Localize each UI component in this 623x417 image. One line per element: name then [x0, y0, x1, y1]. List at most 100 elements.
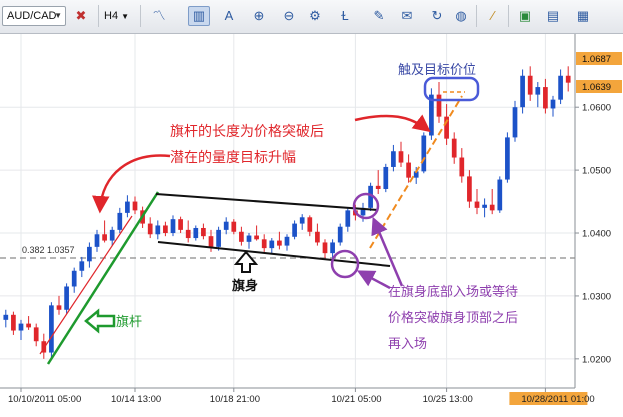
price-chart[interactable]: 1.0600 1.0500 1.0400 1.0300 1.0200 10/10/201…	[0, 34, 623, 412]
time-tick-label: 10/28/2011 01:00	[521, 394, 594, 405]
top-price-label: 1.0687	[582, 54, 611, 65]
candle-body	[147, 223, 153, 235]
candle-body	[117, 212, 123, 230]
chart-area[interactable]: 1.0600 1.0500 1.0400 1.0300 1.0200 10/10/201…	[0, 34, 623, 412]
image-icon[interactable]: ▣	[518, 8, 532, 23]
pole-length-label-line2: 潜在的量度目标升幅	[170, 149, 296, 165]
candle-body	[383, 166, 389, 189]
print-icon[interactable]: ▤	[546, 8, 560, 23]
toolbar-divider	[476, 5, 477, 27]
candle-body	[299, 217, 305, 224]
candle-body	[375, 185, 381, 189]
candle-body	[208, 236, 214, 247]
top-price-box	[576, 52, 622, 65]
candle-body	[368, 185, 373, 208]
candle-body	[125, 201, 130, 213]
indicators-icon[interactable]: 〽	[152, 8, 166, 23]
candle-body	[87, 246, 92, 262]
ruler-icon[interactable]: ∕	[491, 8, 495, 23]
time-tick-label: 10/10/2011 05:00	[8, 394, 81, 405]
candle-body	[406, 162, 411, 178]
candle-body	[413, 171, 419, 178]
candle-body	[543, 87, 548, 109]
candle-body	[64, 286, 69, 310]
flag-pole-arrow-icon	[84, 308, 116, 334]
candle-body	[330, 242, 335, 254]
candle-body	[26, 323, 31, 328]
candle-body	[360, 207, 366, 216]
candle-body	[49, 305, 54, 353]
candle-body	[94, 234, 100, 247]
chart-toolbar: AUD/CAD ▼ ✖ H4 ▼ 〽 ▥ A ⊕ ⊖ ⚙ Ɫ ✎ ✉ ↻ ◍ ∕ …	[0, 0, 623, 34]
candle-body	[277, 240, 282, 246]
timeframe-value: H4	[104, 10, 119, 22]
candle-body	[512, 107, 518, 138]
candle-body	[337, 226, 343, 243]
annotate-icon[interactable]: A	[224, 8, 234, 23]
crosshair-icon[interactable]: ✖	[75, 8, 87, 23]
target-annotation-arrow	[354, 114, 431, 133]
entry-label-line2: 价格突破旗身顶部之后	[388, 310, 518, 325]
candle-body	[444, 116, 449, 139]
flag-body-arrow-icon	[233, 250, 259, 273]
candle-body	[269, 240, 275, 249]
symbol-value: AUD/CAD	[7, 10, 57, 22]
current-price-box	[576, 80, 622, 93]
candle-body	[170, 219, 176, 234]
candle-body	[535, 87, 541, 95]
candle-body	[550, 99, 556, 109]
price-axis: 1.0600 1.0500 1.0400 1.0300 1.0200	[575, 103, 611, 365]
candle-body	[239, 231, 244, 242]
candle-body	[109, 229, 115, 241]
flag-body-label: 旗身	[232, 278, 258, 293]
chevron-down-icon: ▼	[121, 12, 130, 21]
target-reached-label: 触及目标价位	[398, 62, 476, 77]
candles-icon[interactable]: ▥	[188, 6, 210, 26]
more-icon[interactable]: ▦	[576, 8, 590, 23]
candle-body	[102, 234, 107, 241]
candle-body	[79, 261, 85, 271]
candle-body	[71, 270, 77, 287]
candle-body	[315, 231, 320, 243]
candle-body	[3, 314, 9, 320]
flag-pole-guide	[39, 215, 133, 355]
note-icon[interactable]: ✉	[401, 8, 413, 23]
toolbar-divider	[140, 5, 141, 27]
refresh-icon[interactable]: ↻	[431, 8, 443, 23]
candle-body	[254, 235, 259, 240]
candle-body	[558, 75, 563, 100]
candle-body	[261, 239, 267, 249]
globe-icon[interactable]: ◍	[455, 8, 467, 23]
zoom-in-icon[interactable]: ⊕	[253, 8, 265, 23]
price-tick-label: 1.0600	[582, 103, 611, 114]
zoom-out-icon[interactable]: ⊖	[283, 8, 295, 23]
candle-body	[41, 341, 47, 353]
candle-body	[193, 227, 199, 239]
comment-icon[interactable]: ✎	[373, 8, 385, 23]
price-tick-label: 1.0200	[582, 354, 611, 365]
candle-body	[429, 94, 434, 136]
toolbar-divider	[98, 5, 99, 27]
time-axis: 10/10/2011 05:00 10/14 13:00 10/18 21:00 10…	[8, 388, 595, 405]
candle-body	[11, 314, 16, 331]
candle-body	[216, 229, 221, 247]
time-tick-label: 10/18 21:00	[210, 394, 260, 405]
entry-label-line1: 在旗身底部入场或等待	[388, 284, 518, 299]
symbol-select[interactable]: AUD/CAD ▼	[2, 6, 66, 26]
candle-body	[292, 223, 297, 237]
timeframe-select[interactable]: H4 ▼	[104, 6, 129, 27]
candle-body	[436, 94, 442, 117]
entry-circle	[330, 249, 360, 279]
flag-upper-line	[155, 193, 379, 211]
candle-body	[451, 138, 457, 158]
fib-icon[interactable]: Ɫ	[341, 8, 349, 23]
entry-label-line3: 再入场	[388, 336, 427, 351]
time-tick-label: 10/14 13:00	[111, 394, 161, 405]
candles-group	[3, 66, 571, 359]
candle-body	[231, 221, 237, 232]
candle-body	[520, 75, 525, 108]
pole-length-label-line1: 旗杆的长度为价格突破后	[170, 123, 324, 139]
candle-body	[489, 204, 495, 211]
entry-annotation-arrow	[356, 270, 391, 290]
settings-icon[interactable]: ⚙	[309, 8, 321, 23]
